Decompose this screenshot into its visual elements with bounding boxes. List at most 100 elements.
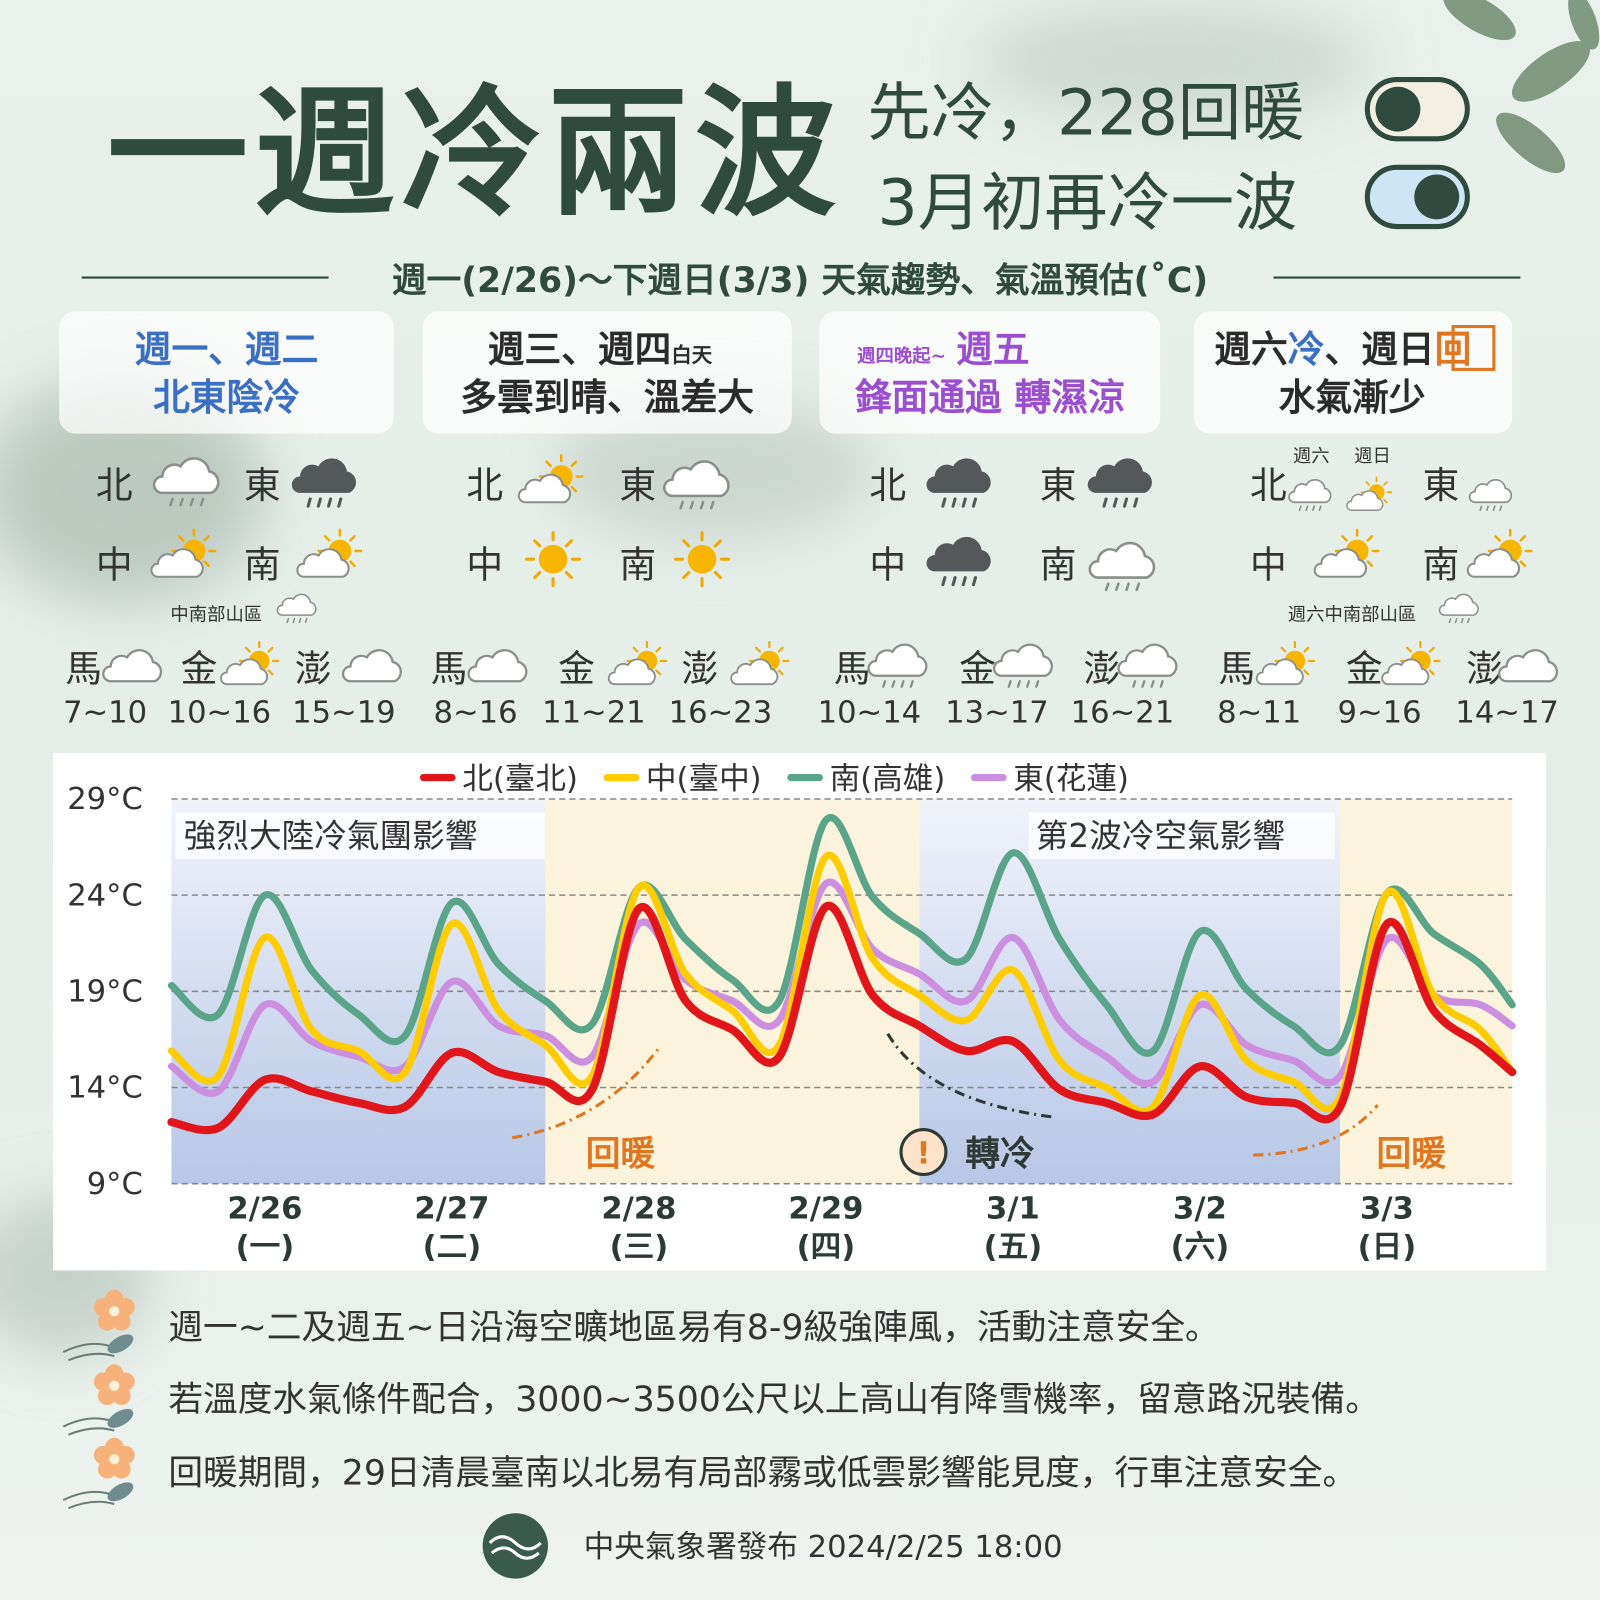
x-tick-label: 2/27 (二) [414, 1190, 490, 1266]
island-range: 11~21 [542, 695, 646, 730]
region-label: 南 [1040, 544, 1077, 587]
region-label: 中 [96, 544, 133, 587]
footer-note: 回暖期間，29日清晨臺南以北易有局部霧或低雲影響能見度，行車注意安全。 [168, 1454, 1357, 1494]
arrow [886, 1032, 1057, 1119]
island-name: 馬 [1218, 648, 1255, 691]
legend-label: 北(臺北) [462, 762, 578, 797]
y-tick-label: 24°C [67, 878, 143, 913]
toggle-on [1364, 164, 1470, 230]
island-name: 馬 [834, 648, 871, 691]
x-tick-label: 3/1 (五) [983, 1190, 1043, 1266]
region-label: 南 [1422, 544, 1459, 587]
x-tick-label: 3/3 (日) [1357, 1190, 1417, 1266]
panel-subheading: 北東陰冷 [153, 376, 300, 419]
footer-note: 若溫度水氣條件配合，3000~3500公尺以上高山有降雪機率，留意路況裝備。 [168, 1380, 1380, 1420]
y-tick-label: 9°C [87, 1167, 143, 1202]
panel-subheading: 水氣漸少 [1279, 376, 1426, 419]
panel-heading: 週六冷、週日回 [1214, 328, 1471, 371]
island-range: 9~16 [1338, 695, 1422, 730]
heading-part: 、週日 [1324, 328, 1434, 371]
region-label: 東 [1040, 464, 1077, 507]
region-label: 南 [619, 544, 656, 587]
annotation: 第2波冷空氣影響 [1036, 817, 1285, 855]
y-tick-label: 29°C [67, 782, 143, 817]
annotation-bg [1028, 812, 1335, 860]
annotation: 轉冷 [965, 1134, 1035, 1174]
footer-note: 週一~二及週五~日沿海空曠地區易有8-9級強陣風，活動注意安全。 [168, 1308, 1219, 1348]
legend-label: 中(臺中) [646, 762, 762, 797]
island-name: 澎 [295, 648, 332, 691]
region-label: 東 [619, 464, 656, 507]
region-label: 中 [869, 544, 906, 587]
island-range: 15~19 [292, 695, 396, 730]
island-name: 金 [181, 648, 218, 691]
annotation: 強烈大陸冷氣團影響 [184, 817, 478, 855]
region-label: 北 [1250, 464, 1287, 507]
island-name: 金 [1346, 648, 1383, 691]
period: 週一(2/26)～下週日(3/3) 天氣趨勢、氣溫預估(˚C) [392, 260, 1208, 301]
annotation-bg [175, 812, 545, 860]
series-line [167, 901, 1517, 1135]
island-name: 金 [558, 648, 595, 691]
annotation: ! [916, 1136, 930, 1171]
title: 一週冷兩波 [107, 72, 842, 236]
region-label: 東 [1422, 464, 1459, 507]
series-line [167, 814, 1516, 1057]
weather-icon [673, 531, 731, 588]
island-range: 8~16 [433, 695, 517, 730]
x-tick-label: 2/28 (三) [601, 1190, 677, 1266]
panel-heading: 週四晚起~ 週五 [857, 328, 1029, 371]
region-label: 中 [466, 544, 503, 587]
source: 中央氣象署發布 2024/2/25 18:00 [584, 1530, 1063, 1565]
arrow [1253, 1104, 1379, 1157]
x-tick-label: 2/26 (一) [227, 1190, 303, 1266]
leaf-decoration [1443, 0, 1600, 174]
heading-part: 白天 [671, 343, 712, 367]
annotation: 回暖 [1377, 1134, 1447, 1174]
island-range: 8~11 [1217, 695, 1301, 730]
panel-subheading: 鋒面通過 轉濕涼 [855, 376, 1125, 419]
legend-label: 南(高雄) [830, 762, 946, 797]
heading-part: 週四晚起~ [857, 345, 946, 367]
y-tick-label: 14°C [67, 1071, 143, 1106]
island-range: 16~21 [1071, 695, 1175, 730]
region-label: 南 [244, 544, 281, 587]
annotation: 回暖 [586, 1134, 656, 1174]
island-range: 10~14 [818, 695, 922, 730]
island-name: 澎 [1084, 648, 1121, 691]
heading-box [1451, 324, 1496, 371]
x-tick-label: 3/2 (六) [1170, 1190, 1230, 1266]
panel-subheading: 多雲到晴、溫差大 [460, 376, 754, 419]
toggle-off [1364, 77, 1470, 142]
island-name: 金 [959, 648, 996, 691]
x-tick-label: 2/29 (四) [788, 1190, 864, 1266]
region-note: 週六 [1293, 446, 1330, 467]
warning-icon [899, 1128, 948, 1177]
region-note: 週六中南部山區 [1288, 604, 1417, 625]
island-name: 馬 [431, 648, 468, 691]
region-note: 週日 [1354, 446, 1391, 467]
region-label: 北 [869, 464, 906, 507]
panel-heading: 週三、週四白天 [488, 328, 713, 371]
region-label: 北 [466, 464, 503, 507]
panel-heading: 週一、週二 [135, 328, 319, 371]
subtitle: 先冷，228回暖 [867, 76, 1304, 150]
legend-label: 東(花蓮) [1013, 762, 1129, 797]
heading-part: 週五 [956, 328, 1029, 371]
island-range: 13~17 [945, 695, 1049, 730]
heading-part: 週三、週四 [488, 328, 672, 371]
region-label: 北 [96, 464, 133, 507]
island-name: 馬 [65, 648, 102, 691]
subtitle: 3月初再冷一波 [878, 165, 1298, 239]
heading-part: 冷 [1288, 328, 1325, 371]
island-range: 10~16 [168, 695, 272, 730]
logo [482, 1513, 548, 1579]
island-range: 16~23 [669, 695, 773, 730]
y-tick-label: 19°C [67, 975, 143, 1010]
island-range: 14~17 [1455, 695, 1559, 730]
region-label: 中 [1250, 544, 1287, 587]
